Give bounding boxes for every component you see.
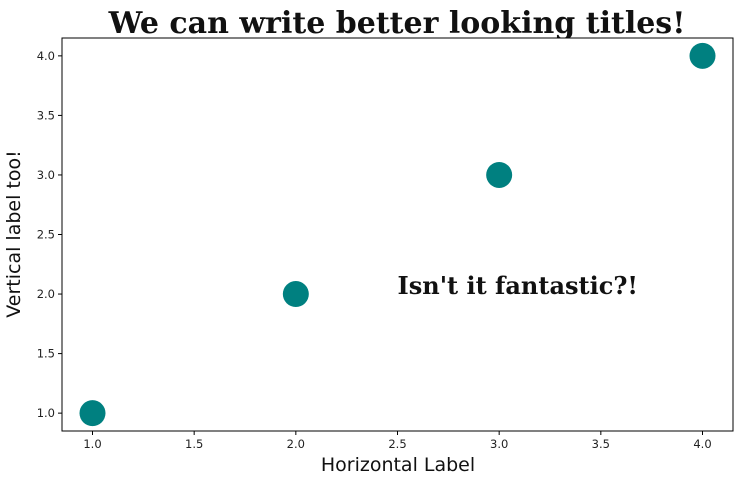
data-point bbox=[282, 281, 309, 308]
y-tick-label: 3.0 bbox=[37, 168, 55, 182]
y-tick-label: 2.0 bbox=[37, 287, 55, 301]
x-tick-label: 3.5 bbox=[592, 437, 610, 451]
y-tick-label: 3.5 bbox=[37, 108, 55, 122]
data-point bbox=[79, 400, 106, 427]
x-tick-label: 1.0 bbox=[83, 437, 101, 451]
y-tick-label: 2.5 bbox=[37, 228, 55, 242]
y-axis-ticks: 1.0 1.5 2.0 2.5 3.0 3.5 4.0 bbox=[37, 49, 62, 420]
x-tick-label: 1.5 bbox=[185, 437, 203, 451]
data-point bbox=[486, 161, 513, 188]
y-axis-label: Vertical label too! bbox=[3, 150, 25, 317]
chart-title: We can write better looking titles! bbox=[108, 6, 686, 41]
data-point bbox=[689, 42, 716, 69]
x-axis-label: Horizontal Label bbox=[321, 454, 475, 476]
y-tick-label: 4.0 bbox=[37, 49, 55, 63]
x-tick-label: 2.5 bbox=[388, 437, 406, 451]
plot-area bbox=[61, 37, 734, 432]
chart-annotation: Isn't it fantastic?! bbox=[398, 271, 638, 300]
x-tick-label: 4.0 bbox=[693, 437, 711, 451]
x-tick-label: 2.0 bbox=[287, 437, 305, 451]
data-points bbox=[79, 42, 716, 427]
x-tick-label: 3.0 bbox=[490, 437, 508, 451]
x-axis-ticks: 1.0 1.5 2.0 2.5 3.0 3.5 4.0 bbox=[83, 431, 712, 451]
y-tick-label: 1.0 bbox=[37, 406, 55, 420]
y-tick-label: 1.5 bbox=[37, 347, 55, 361]
